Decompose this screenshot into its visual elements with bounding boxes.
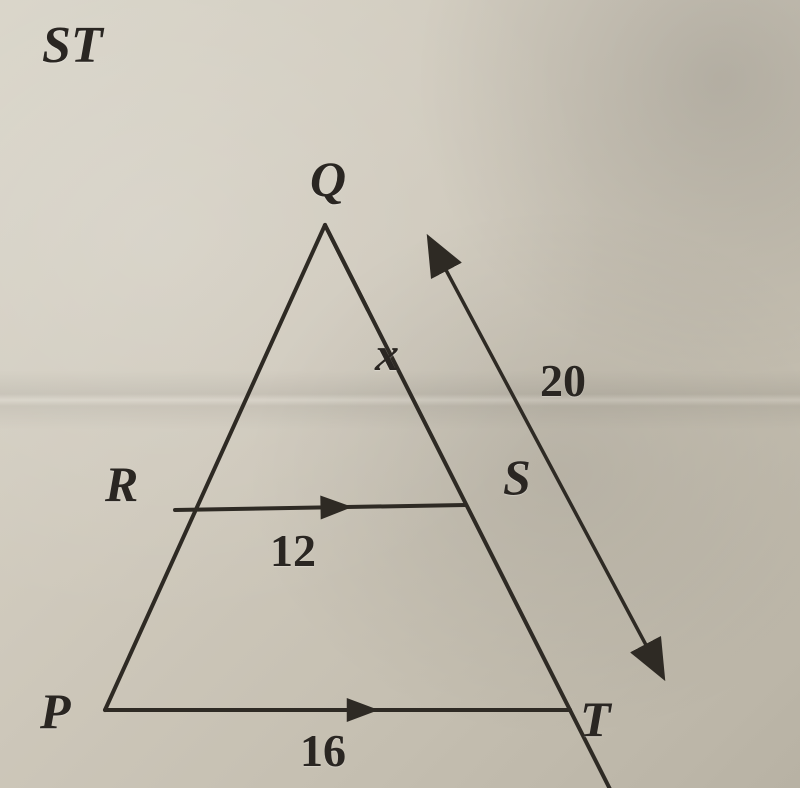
- vertex-label-r: R: [105, 455, 138, 513]
- vertex-label-s: S: [503, 448, 531, 506]
- diagram-svg: [0, 0, 800, 788]
- label-dimension-20: 20: [540, 354, 586, 407]
- label-x: x: [375, 327, 399, 382]
- label-st: ST: [42, 16, 103, 75]
- vertex-label-p: P: [40, 682, 71, 740]
- vertex-label-q: Q: [310, 150, 346, 208]
- vertex-label-t: T: [580, 690, 611, 748]
- label-pt: 16: [300, 724, 346, 777]
- label-rs: 12: [270, 524, 316, 577]
- geometry-group: [105, 225, 662, 788]
